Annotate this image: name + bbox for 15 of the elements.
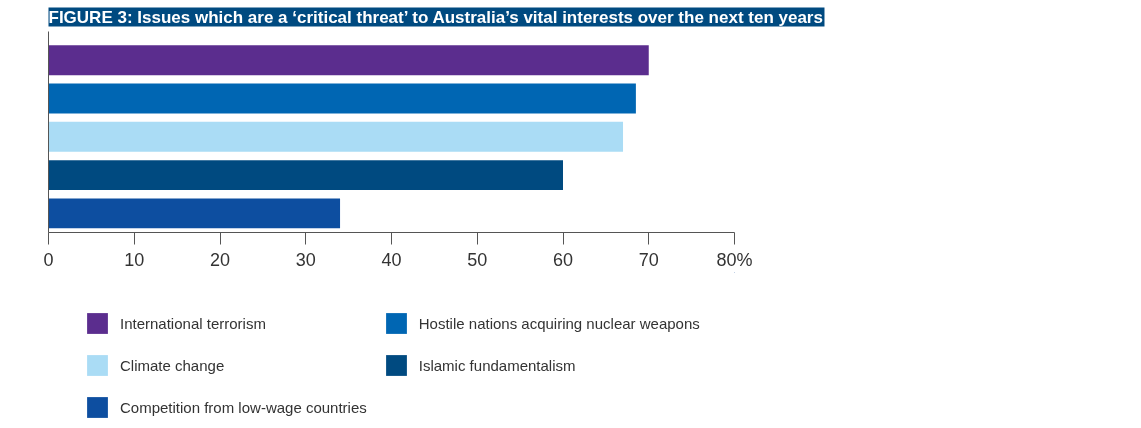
x-tick-label: 10 xyxy=(124,249,145,270)
x-tick-label: 70 xyxy=(638,249,659,270)
x-tick-label: 20 xyxy=(209,249,231,270)
legend-label: Climate change xyxy=(120,356,226,374)
x-tick-label: 60 xyxy=(552,249,574,270)
legend-label: Competition from low-wage countries xyxy=(120,398,367,416)
legend-label: Hostile nations acquiring nuclear weapons xyxy=(418,314,700,332)
x-tick-label: 50 xyxy=(467,249,488,270)
chart-title: FIGURE 3: Issues which are a ‘critical threat’ to Australia’s vital interests over the next ten years xyxy=(48,7,823,27)
x-tick-label: 0 xyxy=(43,249,54,270)
legend-label: International terrorism xyxy=(120,314,267,332)
x-tick-label: 40 xyxy=(381,249,402,270)
x-tick-label: 30 xyxy=(295,249,316,270)
x-tick-label: 80% xyxy=(716,249,753,270)
legend-label: Islamic fundamentalism xyxy=(418,356,577,374)
